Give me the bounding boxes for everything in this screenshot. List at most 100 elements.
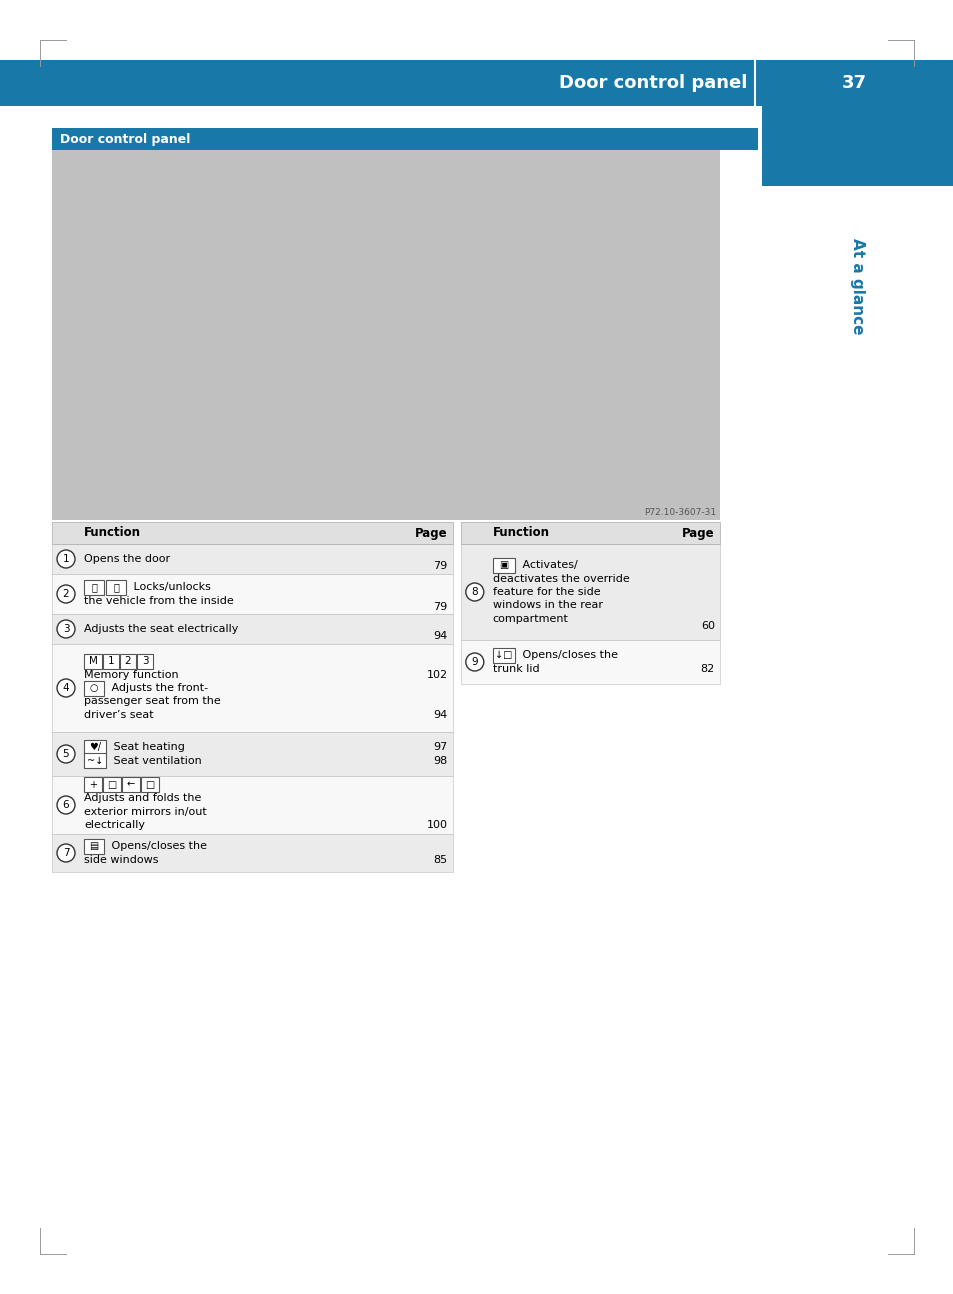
Text: Locks/unlocks: Locks/unlocks <box>130 582 211 593</box>
Bar <box>761 106 953 186</box>
Text: Adjusts the front-: Adjusts the front- <box>108 683 208 694</box>
Bar <box>52 543 453 575</box>
Text: At a glance: At a glance <box>850 238 864 334</box>
Text: deactivates the override: deactivates the override <box>493 573 629 584</box>
Circle shape <box>465 653 483 672</box>
FancyBboxPatch shape <box>103 653 119 669</box>
Text: 37: 37 <box>841 74 866 92</box>
Text: Adjusts and folds the: Adjusts and folds the <box>84 793 201 804</box>
Text: electrically: electrically <box>84 820 145 831</box>
Text: side windows: side windows <box>84 855 158 864</box>
Text: 3: 3 <box>142 656 148 666</box>
Text: 7: 7 <box>63 848 70 858</box>
Text: Page: Page <box>415 527 447 540</box>
Text: 60: 60 <box>700 621 714 630</box>
Bar <box>52 575 453 613</box>
Text: □: □ <box>145 780 154 789</box>
FancyBboxPatch shape <box>84 839 104 854</box>
Text: 94: 94 <box>433 630 447 641</box>
FancyBboxPatch shape <box>122 778 140 792</box>
FancyBboxPatch shape <box>84 681 104 695</box>
Circle shape <box>57 550 75 568</box>
Text: Door control panel: Door control panel <box>558 74 746 92</box>
Text: compartment: compartment <box>493 613 568 624</box>
Text: □: □ <box>108 780 116 789</box>
Text: 94: 94 <box>433 710 447 719</box>
Text: ↓□: ↓□ <box>495 651 512 660</box>
Circle shape <box>57 796 75 814</box>
Text: 🔓: 🔓 <box>113 582 119 593</box>
Text: Memory function: Memory function <box>84 669 178 679</box>
Text: M: M <box>89 656 97 666</box>
FancyBboxPatch shape <box>493 648 515 663</box>
Text: 98: 98 <box>433 756 447 766</box>
FancyBboxPatch shape <box>84 580 104 595</box>
Text: 8: 8 <box>471 587 477 597</box>
Text: Door control panel: Door control panel <box>60 132 191 145</box>
Bar <box>52 835 453 872</box>
Text: 3: 3 <box>63 624 70 634</box>
Bar <box>52 613 453 644</box>
FancyBboxPatch shape <box>493 558 515 572</box>
Text: 9: 9 <box>471 657 477 666</box>
FancyBboxPatch shape <box>141 778 159 792</box>
Text: Page: Page <box>681 527 714 540</box>
Text: ▣: ▣ <box>498 560 508 569</box>
Circle shape <box>57 844 75 862</box>
Text: Adjusts the seat electrically: Adjusts the seat electrically <box>84 624 238 634</box>
Text: windows in the rear: windows in the rear <box>493 600 602 611</box>
Text: Seat heating: Seat heating <box>110 743 185 752</box>
Bar <box>52 150 720 520</box>
Text: Function: Function <box>493 527 549 540</box>
Text: passenger seat from the: passenger seat from the <box>84 696 220 707</box>
Text: driver’s seat: driver’s seat <box>84 710 153 719</box>
Text: +: + <box>89 780 97 789</box>
Bar <box>460 521 720 543</box>
FancyBboxPatch shape <box>84 653 102 669</box>
Text: 2: 2 <box>63 589 70 599</box>
Text: 5: 5 <box>63 749 70 760</box>
Text: trunk lid: trunk lid <box>493 664 538 674</box>
FancyBboxPatch shape <box>84 753 106 769</box>
FancyBboxPatch shape <box>106 580 126 595</box>
Text: 6: 6 <box>63 800 70 810</box>
FancyBboxPatch shape <box>103 778 121 792</box>
Text: Seat ventilation: Seat ventilation <box>110 756 201 766</box>
Text: 102: 102 <box>426 669 447 679</box>
Text: Opens the door: Opens the door <box>84 554 170 564</box>
Circle shape <box>57 745 75 763</box>
Bar <box>460 641 720 685</box>
Text: ○: ○ <box>90 683 98 694</box>
Circle shape <box>57 620 75 638</box>
Text: 79: 79 <box>433 603 447 612</box>
Bar <box>52 644 453 732</box>
FancyBboxPatch shape <box>137 653 152 669</box>
Text: Activates/: Activates/ <box>518 560 577 569</box>
Text: P72.10-3607-31: P72.10-3607-31 <box>643 509 716 518</box>
Text: Function: Function <box>84 527 141 540</box>
Text: feature for the side: feature for the side <box>493 587 599 597</box>
Text: 79: 79 <box>433 560 447 571</box>
Circle shape <box>465 584 483 600</box>
Circle shape <box>57 585 75 603</box>
FancyBboxPatch shape <box>84 740 106 754</box>
Text: exterior mirrors in/out: exterior mirrors in/out <box>84 806 207 817</box>
FancyBboxPatch shape <box>120 653 136 669</box>
Bar <box>52 521 453 543</box>
Text: ~↓: ~↓ <box>87 756 103 766</box>
Text: Opens/closes the: Opens/closes the <box>518 651 618 660</box>
Text: 2: 2 <box>125 656 132 666</box>
Bar <box>460 543 720 641</box>
Text: 85: 85 <box>434 855 447 864</box>
Text: 1: 1 <box>63 554 70 564</box>
Text: 100: 100 <box>426 820 447 831</box>
Text: the vehicle from the inside: the vehicle from the inside <box>84 595 233 606</box>
Text: 97: 97 <box>433 743 447 752</box>
Bar <box>0 60 953 106</box>
Text: 1: 1 <box>108 656 114 666</box>
Text: Opens/closes the: Opens/closes the <box>108 841 207 851</box>
Text: ▤: ▤ <box>90 841 98 851</box>
Bar <box>52 732 453 776</box>
FancyBboxPatch shape <box>84 778 102 792</box>
Text: 4: 4 <box>63 683 70 694</box>
